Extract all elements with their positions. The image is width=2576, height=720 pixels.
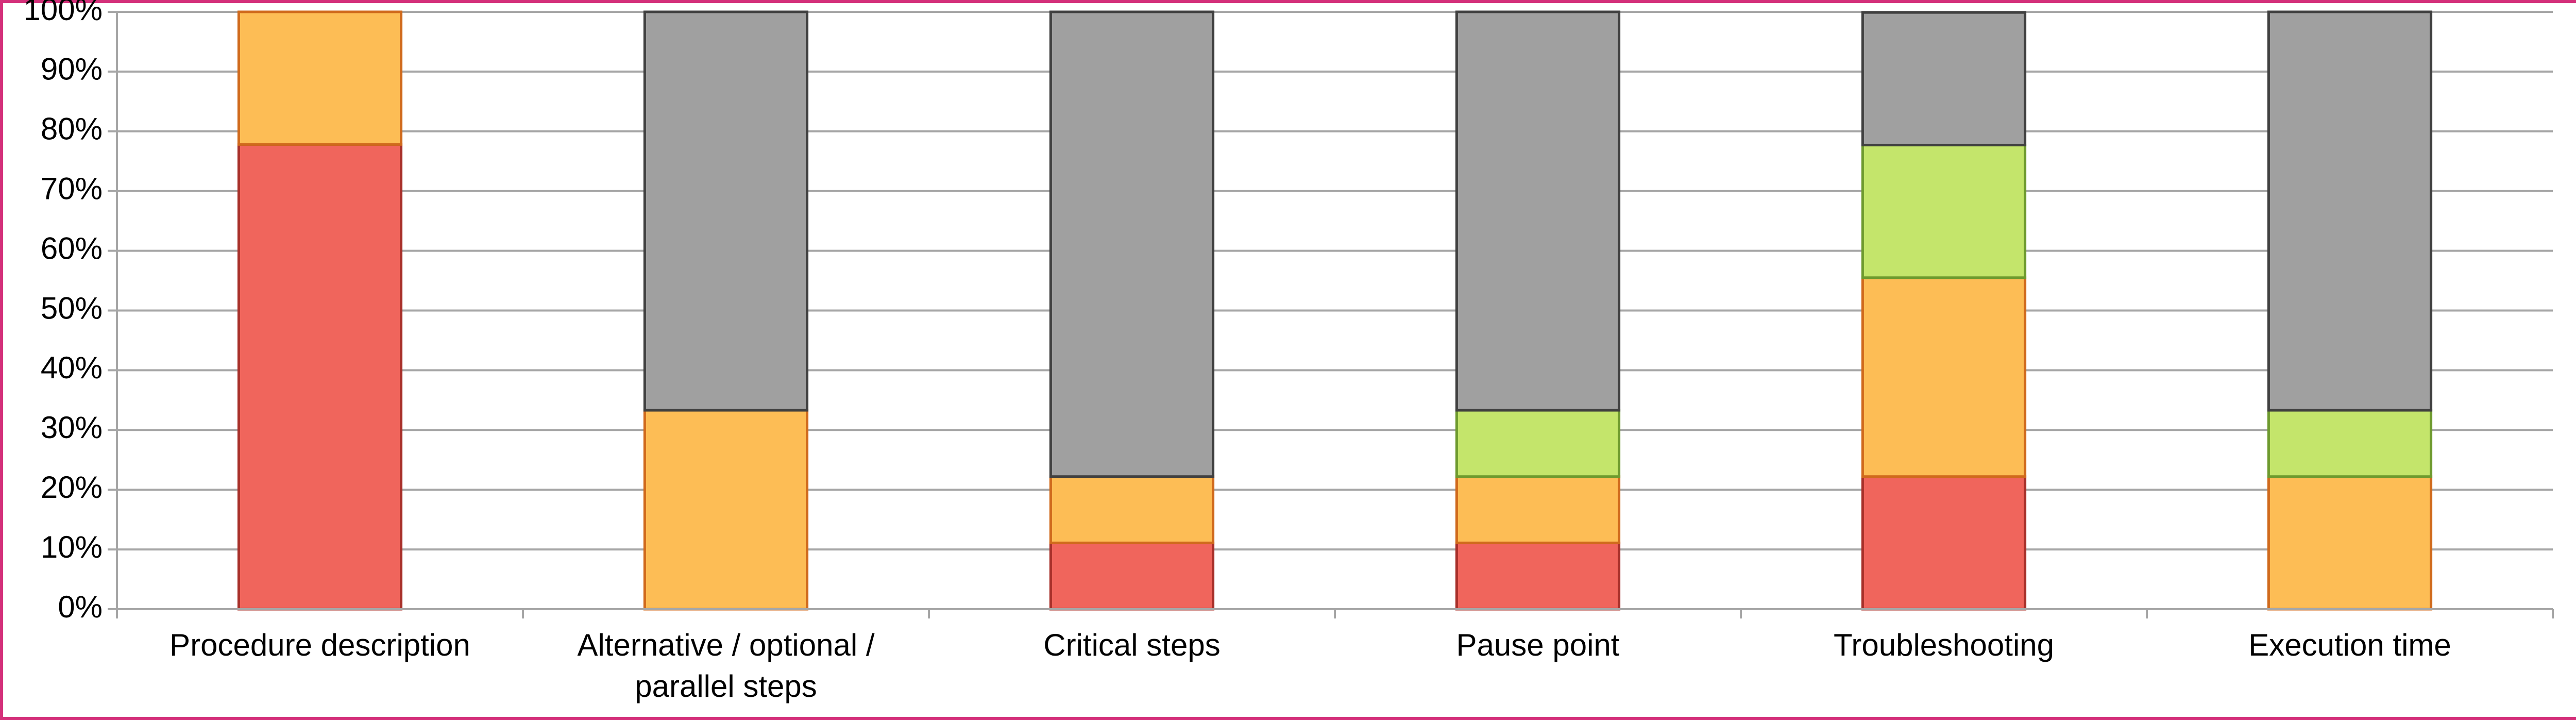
y-tick-label: 50% bbox=[41, 291, 103, 325]
bar-segment bbox=[1861, 143, 2027, 279]
bar-segment bbox=[1455, 475, 1621, 544]
bar-segment bbox=[2267, 10, 2433, 412]
bar-segment bbox=[1049, 10, 1215, 478]
bar-segment bbox=[2267, 409, 2433, 478]
bar-segment bbox=[237, 143, 403, 611]
bar-segment bbox=[1861, 11, 2027, 146]
y-tick-label: 40% bbox=[41, 350, 103, 385]
bar-segment bbox=[643, 409, 809, 611]
bar-segment bbox=[1049, 475, 1215, 544]
bar-segment bbox=[237, 10, 403, 146]
x-tick-label: Execution time bbox=[2248, 628, 2451, 662]
bar-segment bbox=[2267, 475, 2433, 611]
x-tick-label: Pause point bbox=[1456, 628, 1620, 662]
x-tick-label: Procedure description bbox=[170, 628, 470, 662]
y-tick-label: 20% bbox=[41, 470, 103, 505]
y-tick-label: 70% bbox=[41, 172, 103, 206]
bar-segment bbox=[1455, 10, 1621, 412]
y-tick-label: 60% bbox=[41, 231, 103, 265]
bar-segment bbox=[1861, 475, 2027, 611]
bar-segment bbox=[1455, 541, 1621, 611]
bar-segment bbox=[643, 10, 809, 412]
bar-segment bbox=[1861, 276, 2027, 478]
x-tick-label: Critical steps bbox=[1043, 628, 1221, 662]
y-tick-label: 100% bbox=[24, 0, 103, 27]
y-tick-label: 90% bbox=[41, 52, 103, 87]
y-tick-label: 80% bbox=[41, 112, 103, 146]
x-tick-label: Alternative / optional / parallel steps bbox=[577, 628, 875, 704]
bar-segment bbox=[1455, 409, 1621, 478]
y-tick-label: 30% bbox=[41, 410, 103, 445]
x-tick-label: Troubleshooting bbox=[1833, 628, 2055, 662]
y-tick-label: 0% bbox=[58, 590, 103, 624]
bar-segment bbox=[1049, 541, 1215, 611]
y-tick-label: 10% bbox=[41, 530, 103, 564]
